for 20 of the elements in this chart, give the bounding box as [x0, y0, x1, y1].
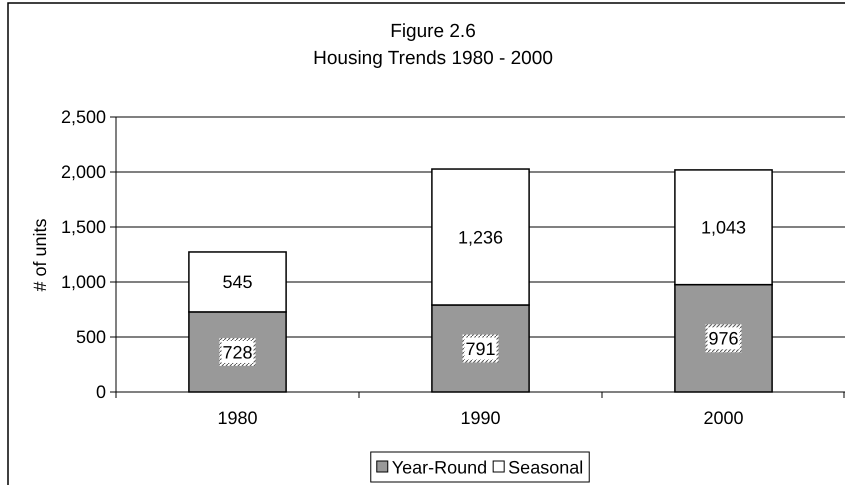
y-axis-title: # of units	[30, 218, 50, 292]
y-tick-label: 0	[96, 382, 106, 402]
y-tick-label: 2,500	[60, 106, 106, 127]
chart-title: Figure 2.6	[390, 21, 476, 42]
y-tick-label: 500	[76, 326, 106, 347]
data-label: 545	[222, 272, 253, 292]
y-tick-label: 1,000	[60, 272, 106, 292]
x-tick-label: 2000	[703, 408, 744, 428]
legend-label: Year-Round	[392, 457, 488, 478]
x-tick-label: 1980	[217, 408, 258, 428]
x-tick-label: 1990	[460, 408, 501, 428]
data-label: 1,043	[700, 218, 746, 238]
data-label: 791	[465, 338, 496, 359]
y-tick-label: 2,000	[60, 162, 106, 182]
legend-label: Seasonal	[508, 457, 584, 478]
data-label: 728	[222, 342, 253, 362]
data-label: 1,236	[458, 227, 504, 248]
chart-subtitle: Housing Trends 1980 - 2000	[313, 48, 553, 69]
y-tick-label: 1,500	[60, 216, 106, 237]
data-label: 976	[708, 328, 739, 349]
